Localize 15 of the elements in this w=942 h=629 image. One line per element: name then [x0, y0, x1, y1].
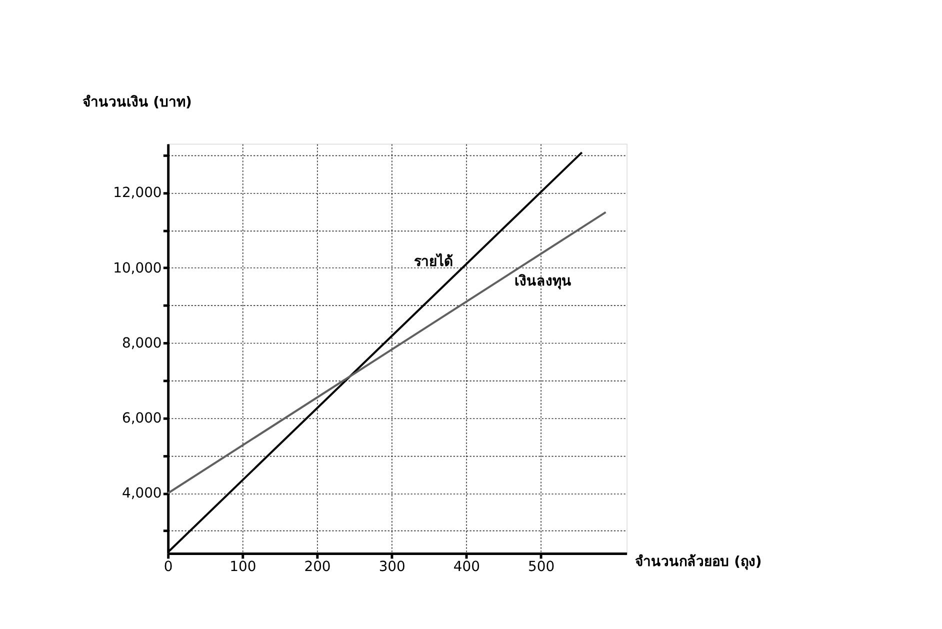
y-axis-title: จำนวนเงิน (บาท)	[82, 94, 192, 111]
y-tick-label: 8,000	[122, 335, 162, 352]
x-tick-label: 100	[230, 558, 256, 575]
x-tick-label: 500	[528, 558, 555, 575]
x-tick-label: 400	[453, 558, 480, 575]
y-tick-label: 6,000	[122, 410, 162, 427]
y-tick-label: 10,000	[113, 260, 162, 276]
y-tick-label: 12,000	[113, 185, 162, 202]
y-tick-label: 4,000	[122, 486, 162, 502]
series-label: เงินลงทุน	[514, 273, 572, 290]
x-tick-label: 200	[304, 558, 331, 575]
x-tick-label: 300	[378, 558, 406, 575]
series-label: รายได้	[414, 252, 453, 270]
x-axis-title: จำนวนกล้วยอบ (ถุง)	[635, 554, 762, 570]
x-tick-label: 0	[164, 558, 173, 575]
